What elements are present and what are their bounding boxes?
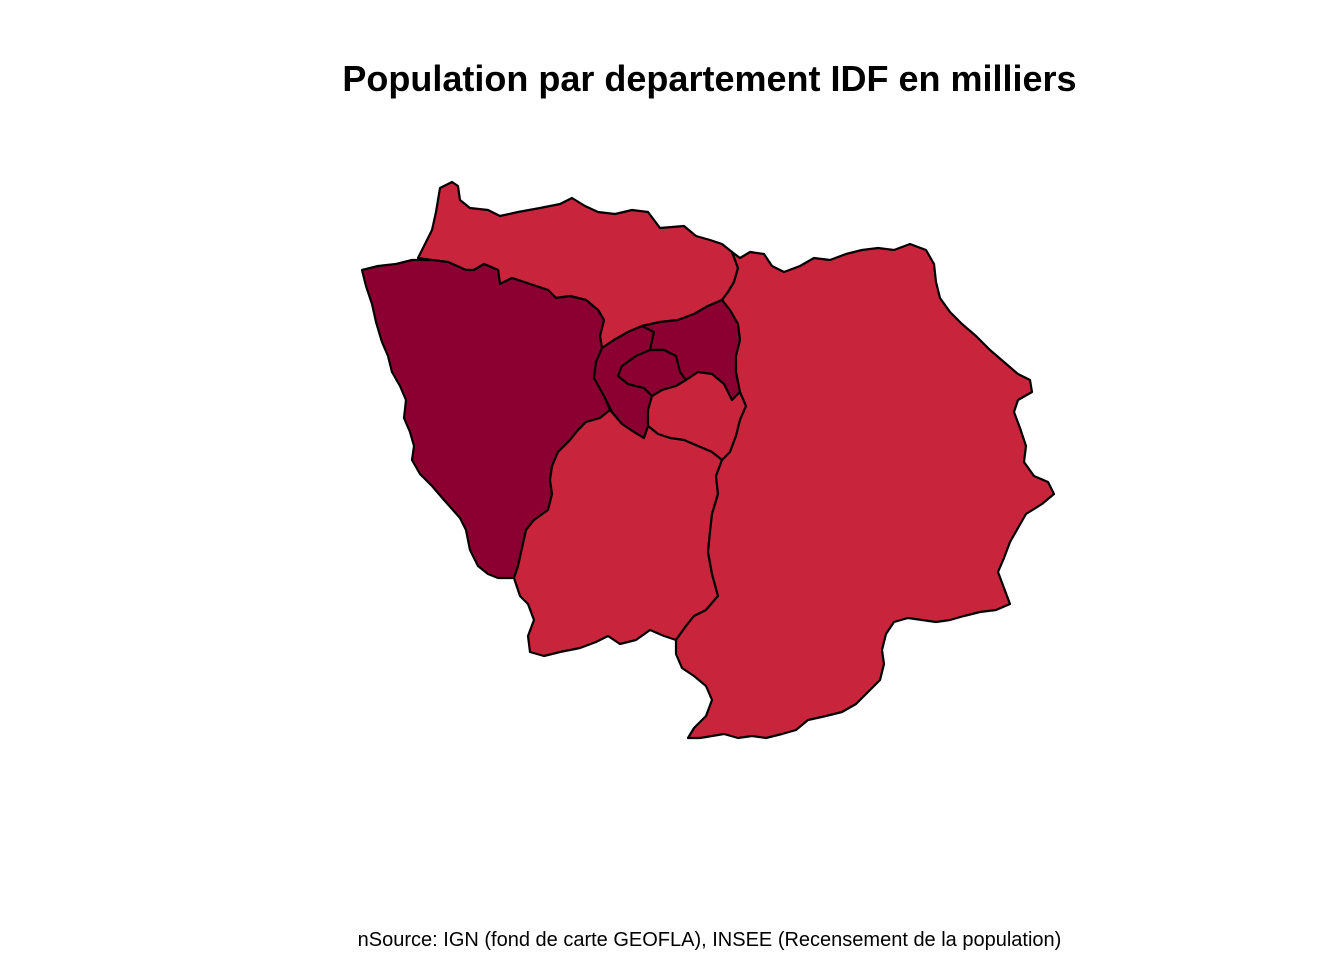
source-caption: nSource: IGN (fond de carte GEOFLA), INS… — [357, 929, 1062, 951]
region-seine-et-marne — [674, 242, 1056, 740]
map-title: Population par departement IDF en millie… — [342, 58, 1077, 99]
